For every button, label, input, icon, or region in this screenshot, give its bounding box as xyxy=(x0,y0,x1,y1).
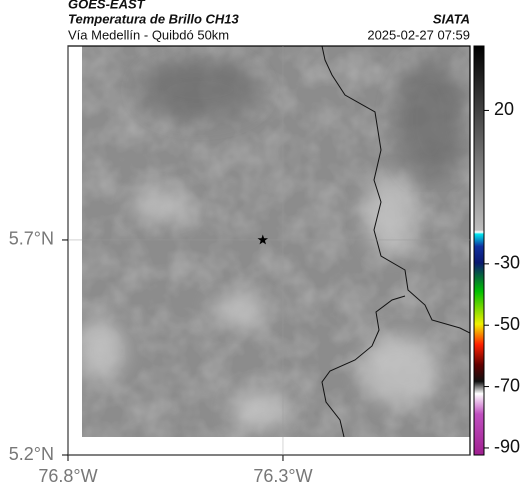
satellite-image xyxy=(82,46,470,437)
colorbar-tick-label: -50 xyxy=(494,314,520,334)
datetime: 2025-02-27 07:59 xyxy=(367,27,470,42)
location-marker xyxy=(257,234,268,245)
colorbar-tick-label: -70 xyxy=(494,375,520,395)
colorbar-tick-label: -30 xyxy=(494,253,520,273)
route: Vía Medellín - Quibdó 50km xyxy=(68,27,229,42)
y-tick-label: 5.7°N xyxy=(9,229,54,249)
source: GOES-EAST xyxy=(68,0,146,11)
x-tick-label: 76.3°W xyxy=(253,466,312,486)
colorbar xyxy=(473,45,485,456)
agency: SIATA xyxy=(433,11,470,26)
product: Temperatura de Brillo CH13 xyxy=(68,11,240,26)
y-tick-label: 5.2°N xyxy=(9,444,54,464)
header: GOES-EAST Temperatura de Brillo CH13 Vía… xyxy=(68,0,470,42)
x-tick-label: 76.8°W xyxy=(38,466,97,486)
colorbar-tick-label: -90 xyxy=(494,437,520,457)
colorbar-tick-label: 20 xyxy=(494,99,514,119)
